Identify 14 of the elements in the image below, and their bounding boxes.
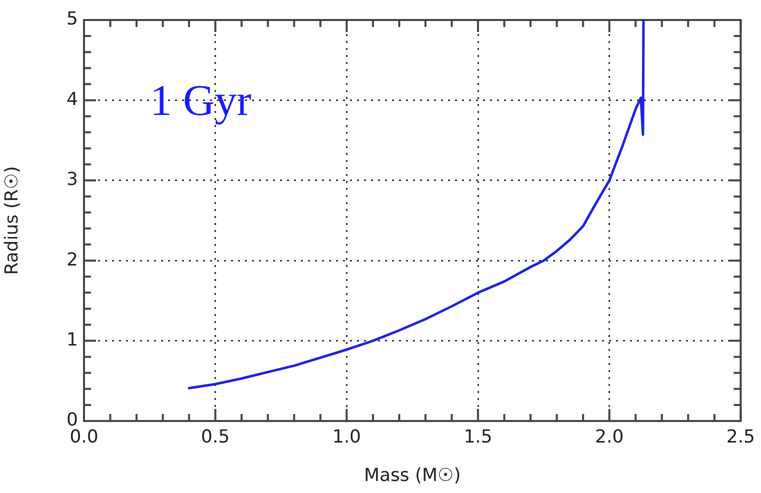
x-axis-title: Mass (M☉) <box>364 464 461 486</box>
x-tick-label: 2.0 <box>595 426 624 448</box>
x-tick-label: 1.5 <box>464 426 492 448</box>
x-tick-label: 2.5 <box>726 426 756 448</box>
y-axis-title: Radius (R☉) <box>1 166 22 275</box>
x-tick-label: 1.0 <box>332 426 361 448</box>
x-tick-label: 0.5 <box>201 426 230 448</box>
y-tick-label: 1 <box>66 329 78 350</box>
y-tick-label: 5 <box>66 8 78 30</box>
y-tick-label: 3 <box>66 169 78 190</box>
y-tick-label: 2 <box>66 249 78 270</box>
y-tick-label: 4 <box>66 88 78 110</box>
x-tick-label: 0.0 <box>70 426 98 448</box>
annotation: 1 Gyr <box>150 76 252 125</box>
